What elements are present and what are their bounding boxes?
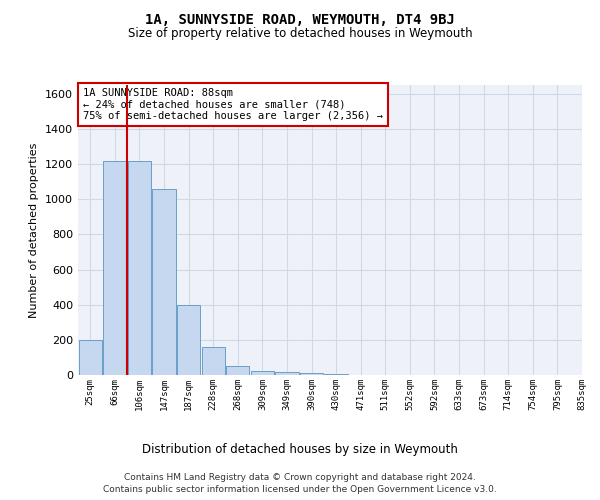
Bar xyxy=(226,366,250,375)
Bar xyxy=(325,374,348,375)
Text: Contains public sector information licensed under the Open Government Licence v3: Contains public sector information licen… xyxy=(103,485,497,494)
Bar xyxy=(152,188,176,375)
Bar xyxy=(103,160,127,375)
Text: Contains HM Land Registry data © Crown copyright and database right 2024.: Contains HM Land Registry data © Crown c… xyxy=(124,472,476,482)
Text: 1A, SUNNYSIDE ROAD, WEYMOUTH, DT4 9BJ: 1A, SUNNYSIDE ROAD, WEYMOUTH, DT4 9BJ xyxy=(145,12,455,26)
Text: Distribution of detached houses by size in Weymouth: Distribution of detached houses by size … xyxy=(142,442,458,456)
Text: 1A SUNNYSIDE ROAD: 88sqm
← 24% of detached houses are smaller (748)
75% of semi-: 1A SUNNYSIDE ROAD: 88sqm ← 24% of detach… xyxy=(83,88,383,121)
Bar xyxy=(202,347,225,375)
Bar xyxy=(251,370,274,375)
Bar xyxy=(275,372,299,375)
Bar xyxy=(177,304,200,375)
Y-axis label: Number of detached properties: Number of detached properties xyxy=(29,142,40,318)
Bar xyxy=(128,160,151,375)
Bar xyxy=(300,373,323,375)
Text: Size of property relative to detached houses in Weymouth: Size of property relative to detached ho… xyxy=(128,28,472,40)
Bar xyxy=(79,340,102,375)
